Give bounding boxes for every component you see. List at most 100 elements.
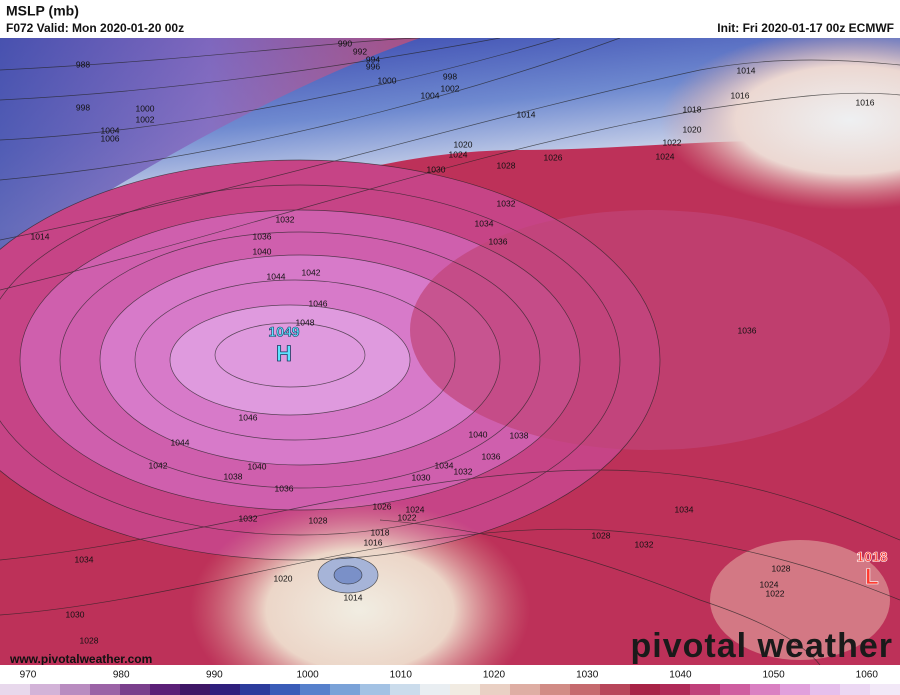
contour-label: 1016 xyxy=(856,97,875,107)
contour-label: 988 xyxy=(76,59,90,69)
colorbar-tick-label: 990 xyxy=(206,670,223,681)
contour-label: 994 xyxy=(366,54,380,64)
east-region xyxy=(710,540,890,660)
colorbar-swatch xyxy=(30,684,61,695)
init-time: Init: Fri 2020-01-17 00z ECMWF xyxy=(717,21,894,35)
contour-label: 1000 xyxy=(136,103,155,113)
contour-label: 1036 xyxy=(253,231,272,241)
contour-label: 1042 xyxy=(302,267,321,277)
colorbar-swatch xyxy=(420,684,451,695)
colorbar-swatch xyxy=(90,684,121,695)
colorbar-swatch xyxy=(810,684,841,695)
colorbar-swatch xyxy=(540,684,571,695)
low-pressure-region xyxy=(0,38,420,260)
contour-label: 1022 xyxy=(663,137,682,147)
colorbar-swatch xyxy=(270,684,301,695)
title: MSLP (mb) xyxy=(6,3,79,19)
colorbar-swatch xyxy=(780,684,811,695)
contour-label: 1032 xyxy=(276,214,295,224)
contour-label: 1026 xyxy=(544,152,563,162)
contour-label: 1040 xyxy=(469,429,488,439)
contour-label: 1014 xyxy=(344,592,363,602)
colorbar-swatch xyxy=(300,684,331,695)
colorbar-tick-label: 980 xyxy=(113,670,130,681)
contour-label: 1048 xyxy=(296,317,315,327)
contour-label: 1022 xyxy=(766,588,785,598)
contour-label: 998 xyxy=(76,102,90,112)
contour-label: 1016 xyxy=(364,537,383,547)
contour-label: 1028 xyxy=(80,635,99,645)
colorbar-tick-label: 1040 xyxy=(669,670,692,681)
brand-watermark: pivotal weather xyxy=(630,627,893,665)
colorbar-tick-label: 1010 xyxy=(390,670,413,681)
contour-label: 1020 xyxy=(454,139,473,149)
contour-label: 1006 xyxy=(101,133,120,143)
colorbar-swatch xyxy=(630,684,661,695)
colorbar-swatch xyxy=(690,684,721,695)
contour-label: 1014 xyxy=(31,231,50,241)
contour-label: 1030 xyxy=(412,472,431,482)
colorbar-tick-label: 1050 xyxy=(762,670,785,681)
colorbar-swatch xyxy=(360,684,391,695)
high-pressure-value: 1049 xyxy=(268,324,299,340)
contour-label: 1018 xyxy=(683,104,702,114)
contour-label: 1016 xyxy=(731,90,750,100)
contour-label: 1030 xyxy=(427,164,446,174)
low-ring-2 xyxy=(334,566,362,584)
contour-label: 1018 xyxy=(371,527,390,537)
colorbar-swatch xyxy=(510,684,541,695)
contour-label: 1004 xyxy=(421,90,440,100)
colorbar-swatch xyxy=(150,684,181,695)
colorbar-tick-label: 1000 xyxy=(296,670,319,681)
contour-label: 1040 xyxy=(253,246,272,256)
colorbar-swatch xyxy=(720,684,751,695)
contour-label: 1040 xyxy=(248,461,267,471)
contour-label: 1022 xyxy=(398,512,417,522)
contour-label: 1030 xyxy=(66,609,85,619)
colorbar-swatch xyxy=(450,684,481,695)
contour-label: 1032 xyxy=(497,198,516,208)
contour-label: 1034 xyxy=(75,554,94,564)
colorbar-tick-label: 1020 xyxy=(483,670,506,681)
website: www.pivotalweather.com xyxy=(9,652,152,666)
contour-label: 1004 xyxy=(101,125,120,135)
high-pressure-letter: H xyxy=(276,341,292,366)
africa-region xyxy=(190,500,530,695)
contour-label: 1002 xyxy=(136,114,155,124)
colorbar-swatch xyxy=(240,684,271,695)
contour-label: 1038 xyxy=(510,430,529,440)
contour-label: 1002 xyxy=(441,83,460,93)
contour-label: 992 xyxy=(353,46,367,56)
contour-label: 1032 xyxy=(454,466,473,476)
high-ring-4 xyxy=(170,305,410,415)
colorbar-swatch xyxy=(660,684,691,695)
contour-label: 1028 xyxy=(497,160,516,170)
contour-label: 1036 xyxy=(489,236,508,246)
contour-label: 1028 xyxy=(592,530,611,540)
contour-label: 1036 xyxy=(482,451,501,461)
northeast-region xyxy=(660,30,900,210)
contour-label: 1034 xyxy=(435,460,454,470)
colorbar-swatch xyxy=(330,684,361,695)
contour-label: 1042 xyxy=(149,460,168,470)
colorbar-swatch xyxy=(570,684,601,695)
contour-label: 1026 xyxy=(373,501,392,511)
contour-label: 1020 xyxy=(274,573,293,583)
contour-label: 1034 xyxy=(475,218,494,228)
colorbar-swatch xyxy=(0,684,31,695)
colorbar-tick-label: 970 xyxy=(20,670,37,681)
contour-label: 996 xyxy=(366,61,380,71)
colorbar: 970 980 990 1000 1010 1020 1030 1040 1050 1060 xyxy=(0,670,900,695)
colorbar-swatch xyxy=(840,684,871,695)
colorbar-tick-label: 1030 xyxy=(576,670,599,681)
colorbar-swatch xyxy=(390,684,421,695)
contour-label: 1032 xyxy=(635,539,654,549)
colorbar-swatch xyxy=(600,684,631,695)
central-europe-region xyxy=(410,210,890,450)
colorbar-swatch xyxy=(60,684,91,695)
contour-label: 1036 xyxy=(738,325,757,335)
low-pressure-value: 1018 xyxy=(856,549,887,565)
contour-label: 1032 xyxy=(239,513,258,523)
